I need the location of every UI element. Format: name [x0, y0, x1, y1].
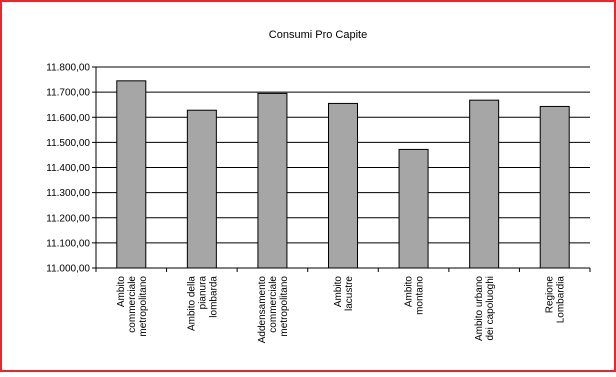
x-tick-label: Ambitocommercialemetropolitano — [116, 276, 149, 337]
bar — [539, 105, 570, 269]
x-tick-label: RegioneLombardia — [545, 276, 567, 324]
bar — [328, 102, 358, 269]
x-tick-label: Ambito urbanodei capoluoghi — [474, 276, 496, 341]
bars — [116, 80, 570, 269]
y-tick-label: 11.200,00 — [46, 213, 90, 224]
bar — [469, 99, 500, 269]
y-tick-label: 11.800,00 — [46, 63, 90, 74]
bar — [257, 92, 288, 269]
y-tick-label: 11.300,00 — [46, 188, 90, 199]
y-tick-label: 11.700,00 — [46, 88, 90, 99]
bar — [186, 109, 217, 269]
y-tick-label: 11.500,00 — [46, 138, 90, 149]
x-tick-label: Addensamentocommercialemetropolitano — [257, 276, 290, 344]
x-tick-label: Ambitolacustre — [333, 276, 355, 311]
y-tick-label: 11.600,00 — [46, 113, 90, 124]
y-tick-label: 11.400,00 — [46, 163, 90, 174]
x-tick-label: Ambito dellapianuralombarda — [186, 276, 219, 331]
y-tick-label: 11.100,00 — [46, 238, 90, 249]
chart-title: Consumi Pro Capite — [269, 29, 367, 41]
x-tick-label: Ambitomontano — [404, 276, 426, 315]
y-tick-label: 11.000,00 — [46, 264, 90, 275]
axes — [92, 66, 591, 272]
tick-labels: 11.000,00 11.100,00 11.200,00 11.300,00 11.4… — [46, 63, 566, 344]
bar — [116, 80, 147, 269]
bar — [398, 148, 429, 269]
